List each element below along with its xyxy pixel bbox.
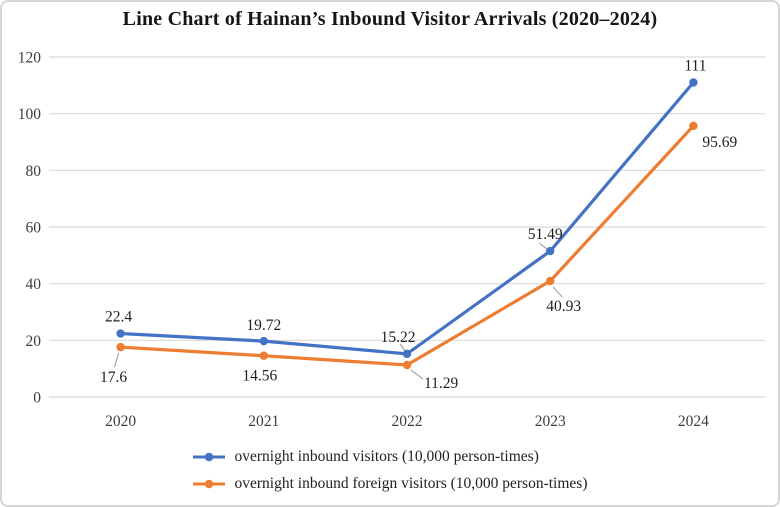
data-point-label: 17.6 bbox=[100, 369, 127, 386]
data-point-marker bbox=[402, 349, 412, 359]
legend-item-overnight-inbound-foreign-visitors: overnight inbound foreign visitors (10,0… bbox=[192, 470, 588, 497]
data-point-label: 19.72 bbox=[246, 317, 281, 334]
data-point-marker bbox=[689, 78, 698, 87]
x-axis-tick-label: 2024 bbox=[678, 413, 709, 430]
x-axis-tick-label: 2020 bbox=[105, 413, 136, 430]
data-point-label: 51.49 bbox=[528, 226, 563, 243]
data-point-marker bbox=[116, 342, 125, 352]
data-point-label: 14.56 bbox=[242, 368, 277, 385]
data-point-marker bbox=[259, 351, 268, 360]
data-point-marker bbox=[546, 246, 555, 256]
y-axis-tick-label: 100 bbox=[18, 106, 42, 123]
chart-title: Line Chart of Hainan’s Inbound Visitor A… bbox=[122, 8, 658, 30]
y-axis-tick-label: 120 bbox=[18, 50, 42, 67]
chart-legend: overnight inbound visitors (10,000 perso… bbox=[2, 443, 778, 497]
y-axis-tick-label: 40 bbox=[26, 276, 42, 293]
data-point-marker bbox=[546, 276, 555, 286]
y-axis-tick-label: 80 bbox=[26, 163, 42, 180]
data-point-label: 22.4 bbox=[105, 309, 132, 326]
x-axis-tick-label: 2021 bbox=[248, 413, 279, 430]
data-label-leader-line bbox=[399, 343, 406, 352]
legend-marker-dot bbox=[205, 479, 214, 488]
legend-label: overnight inbound foreign visitors (10,0… bbox=[234, 474, 588, 492]
data-point-marker bbox=[259, 336, 268, 346]
legend-label: overnight inbound visitors (10,000 perso… bbox=[234, 447, 539, 465]
x-axis-tick-label: 2022 bbox=[392, 413, 423, 430]
data-point-label: 40.93 bbox=[546, 298, 581, 315]
data-point-label: 111 bbox=[684, 58, 706, 75]
y-axis-tick-label: 0 bbox=[33, 390, 41, 407]
x-axis-tick-label: 2023 bbox=[535, 413, 566, 430]
legend-inner: overnight inbound visitors (10,000 perso… bbox=[192, 443, 588, 497]
y-axis-tick-label: 20 bbox=[26, 333, 42, 350]
legend-item-overnight-inbound-visitors: overnight inbound visitors (10,000 perso… bbox=[192, 443, 539, 470]
data-point-label: 11.29 bbox=[424, 375, 459, 392]
y-axis-tick-label: 60 bbox=[26, 220, 42, 237]
data-point-marker bbox=[689, 121, 698, 131]
data-point-marker bbox=[116, 329, 125, 338]
data-point-label: 95.69 bbox=[702, 134, 737, 151]
data-label-leader-line bbox=[114, 352, 120, 368]
data-label-leader-line bbox=[410, 369, 424, 380]
legend-marker-orange bbox=[193, 479, 226, 488]
data-point-label: 15.22 bbox=[381, 329, 416, 346]
data-label-leader-line bbox=[538, 242, 548, 250]
legend-marker-dot bbox=[205, 452, 214, 461]
data-label-leader-line bbox=[552, 286, 563, 298]
line-chart-plot: 0 20 40 60 80 100 120 2020 2021 2022 2023 2024 22.4 1… bbox=[18, 50, 765, 430]
data-point-marker bbox=[402, 360, 412, 370]
legend-marker-blue bbox=[193, 452, 226, 461]
